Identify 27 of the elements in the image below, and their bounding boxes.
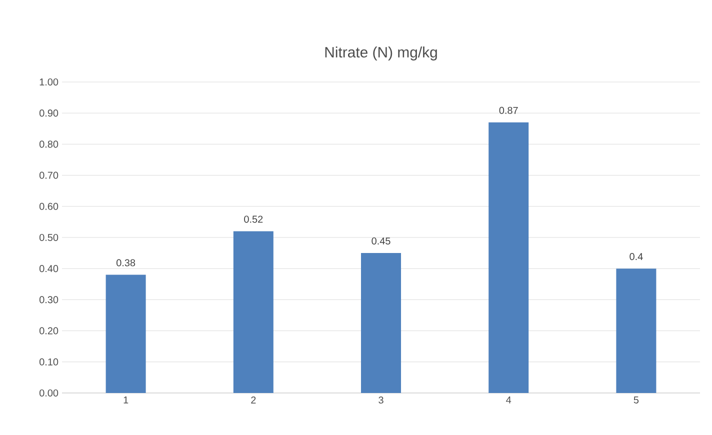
y-tick-label: 0.80 <box>39 140 58 148</box>
y-tick-label: 0.60 <box>39 202 58 210</box>
chart-title: Nitrate (N) mg/kg <box>325 46 437 60</box>
x-tick-label: 1 <box>124 396 128 404</box>
x-tick-label: 4 <box>506 396 512 404</box>
x-tick-label: 5 <box>634 396 639 404</box>
x-tick-label: 3 <box>378 396 384 404</box>
y-tick-label: 0.50 <box>39 234 58 242</box>
bar <box>361 253 402 393</box>
y-tick-label: 0.10 <box>39 358 58 366</box>
data-label: 0.87 <box>499 106 518 114</box>
bar <box>106 274 146 393</box>
data-label: 0.45 <box>372 237 390 245</box>
data-label: 0.38 <box>116 259 136 266</box>
bar <box>616 268 656 393</box>
y-tick-label: 0.20 <box>39 327 58 334</box>
y-tick-label: 0.00 <box>39 389 58 397</box>
data-label: 0.4 <box>630 253 643 260</box>
y-tick-label: 0.90 <box>39 110 58 117</box>
y-tick-label: 0.70 <box>39 172 58 179</box>
x-tick-label: 2 <box>251 396 256 404</box>
bar <box>488 122 529 393</box>
y-tick-label: 1.00 <box>40 78 58 86</box>
y-tick-label: 0.30 <box>39 296 58 304</box>
bar <box>233 231 274 393</box>
y-tick-label: 0.40 <box>39 265 58 272</box>
data-label: 0.52 <box>244 216 263 223</box>
